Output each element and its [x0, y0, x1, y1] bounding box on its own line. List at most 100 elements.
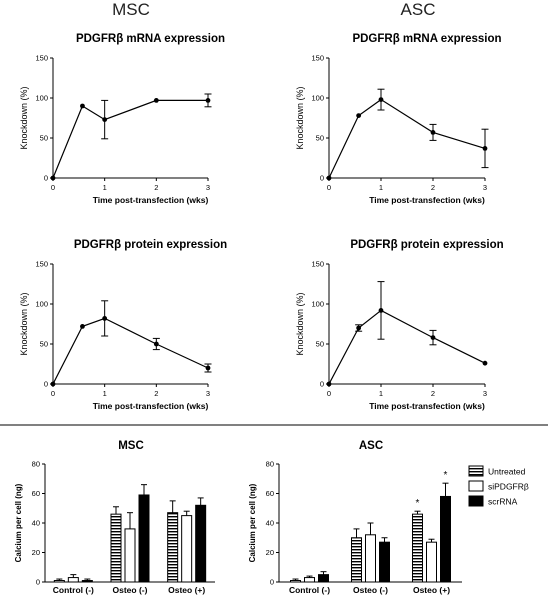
data-point: [50, 381, 56, 387]
y-tick-label: 0: [36, 578, 40, 587]
x-tick-label: 0: [327, 183, 331, 192]
y-tick-label: 0: [44, 174, 48, 183]
data-point: [80, 324, 85, 329]
y-tick-label: 100: [35, 94, 48, 103]
x-tick-label: 0: [51, 183, 55, 192]
msc-column-heading: MSC: [112, 0, 150, 19]
chart-title: PDGFRβ protein expression: [350, 239, 503, 251]
data-point: [102, 316, 108, 321]
y-axis-label: Knockdown (%): [295, 86, 305, 149]
bar: [365, 534, 376, 583]
y-axis-label: Calcium per cell (ng): [248, 483, 257, 562]
significance-marker: *: [416, 498, 420, 509]
x-tick-label: 2: [431, 183, 435, 192]
data-point: [205, 365, 211, 371]
chart-title: PDGFRβ mRNA expression: [352, 33, 501, 45]
msc-protein-chart: PDGFRβ protein expression 0 50 100 150 0 1 2 3 Ti…: [19, 239, 227, 411]
category-label: Osteo (-): [113, 585, 148, 595]
data-point: [50, 175, 56, 181]
asc-column-heading: ASC: [401, 0, 436, 19]
y-tick-label: 0: [320, 380, 324, 389]
y-tick-label: 0: [44, 380, 48, 389]
y-tick-label: 100: [311, 94, 324, 103]
legend-swatch: [468, 495, 484, 507]
bar: [167, 512, 179, 583]
x-tick-label: 3: [483, 389, 487, 398]
y-tick-label: 150: [311, 54, 324, 63]
category-label: Control (-): [289, 585, 330, 595]
y-tick-label: 60: [32, 489, 40, 498]
bar: [318, 574, 329, 583]
chart-title: PDGFRβ protein expression: [74, 239, 227, 251]
y-tick-label: 50: [40, 340, 48, 349]
y-tick-label: 40: [32, 519, 40, 528]
series-line: [328, 309, 486, 385]
asc-protein-chart: PDGFRβ protein expression 0 50 100 150 0 1 2 3 Ti…: [295, 239, 504, 411]
data-point: [482, 146, 488, 151]
y-axis-label: Calcium per cell (ng): [14, 483, 23, 562]
data-point: [153, 341, 159, 347]
category-label: Osteo (+): [168, 585, 205, 595]
x-axis-label: Time post-transfection (wks): [369, 195, 485, 205]
legend: Untreated siPDGFRβ scrRNA: [468, 465, 529, 507]
x-tick-label: 1: [379, 389, 383, 398]
x-tick-label: 1: [379, 183, 383, 192]
data-point: [102, 117, 108, 122]
series-line: [328, 98, 486, 179]
legend-label: siPDGFRβ: [488, 482, 529, 492]
chart-title: PDGFRβ mRNA expression: [76, 33, 225, 45]
bar: [304, 577, 315, 583]
y-tick-label: 20: [266, 548, 274, 557]
x-tick-label: 2: [431, 389, 435, 398]
y-tick-label: 50: [316, 134, 324, 143]
legend-swatch: [468, 480, 484, 492]
y-tick-label: 100: [311, 300, 324, 309]
y-tick-label: 150: [311, 260, 324, 269]
y-tick-label: 50: [316, 340, 324, 349]
series-line: [52, 317, 209, 385]
data-point: [326, 175, 332, 181]
msc-mrna-chart: PDGFRβ mRNA expression 0 50 100 150 0 1 2 3 Time …: [19, 33, 225, 205]
bar: [412, 513, 423, 583]
y-tick-label: 60: [266, 489, 274, 498]
category-label: Osteo (-): [353, 585, 388, 595]
bar: [351, 537, 362, 583]
x-tick-label: 2: [154, 183, 158, 192]
bar: [379, 541, 390, 583]
x-tick-label: 0: [51, 389, 55, 398]
y-tick-label: 40: [266, 519, 274, 528]
data-point: [356, 325, 362, 331]
x-axis-label: Time post-transfection (wks): [93, 195, 209, 205]
chart-title: ASC: [359, 440, 383, 452]
bar: [81, 580, 93, 583]
x-tick-label: 3: [206, 183, 210, 192]
x-tick-label: 3: [483, 183, 487, 192]
y-tick-label: 100: [35, 300, 48, 309]
legend-label: scrRNA: [488, 497, 518, 507]
category-label: Control (-): [53, 585, 94, 595]
data-point: [356, 113, 362, 118]
bar: [181, 515, 193, 583]
y-tick-label: 50: [40, 134, 48, 143]
x-axis-label: Time post-transfection (wks): [93, 401, 209, 411]
bar: [67, 577, 79, 583]
legend-swatch: [468, 465, 484, 477]
y-axis-label: Knockdown (%): [19, 292, 29, 355]
category-label: Osteo (+): [413, 585, 450, 595]
data-point: [326, 381, 332, 387]
y-tick-label: 0: [270, 578, 274, 587]
bar: [110, 513, 122, 583]
y-tick-label: 80: [32, 460, 40, 469]
significance-marker: *: [444, 470, 448, 481]
data-point: [80, 103, 85, 109]
data-point: [430, 130, 436, 135]
x-tick-label: 1: [103, 389, 107, 398]
y-tick-label: 150: [35, 54, 48, 63]
x-tick-label: 1: [103, 183, 107, 192]
data-point: [482, 360, 488, 366]
bar: [124, 528, 136, 583]
msc-calcium-chart: MSC 0 20 40 60 80 Calcium per cell (ng) Control…: [14, 440, 215, 595]
x-axis-label: Time post-transfection (wks): [369, 401, 485, 411]
y-tick-label: 150: [35, 260, 48, 269]
y-tick-label: 0: [320, 174, 324, 183]
